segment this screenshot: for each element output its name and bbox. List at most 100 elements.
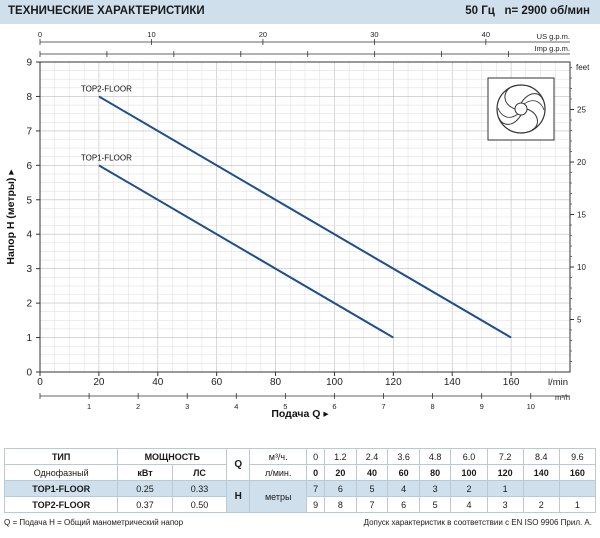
head-cell: 6 [387, 496, 420, 513]
feet-unit-label: feet [576, 63, 590, 72]
y-tick-label: 0 [26, 368, 32, 379]
m3h-cell: 2.4 [355, 448, 389, 465]
series-line-top2-floor [98, 95, 512, 339]
head-cell: 6 [324, 480, 357, 497]
model-name: TOP1-FLOOR [3, 480, 119, 497]
frequency-label: 50 Гц [465, 5, 495, 17]
x-tick-label: 100 [326, 377, 343, 388]
speed-label: n= 2900 об/мин [504, 5, 590, 17]
x-tick-label: 20 [93, 377, 105, 388]
x-unit-label: l/min [548, 377, 568, 388]
m3h-tick-label: 6 [332, 402, 336, 411]
m3h-cell: 3.6 [387, 448, 420, 465]
h-label: H [226, 480, 251, 513]
phase-label: Однофазный [3, 464, 119, 481]
hp-header: ЛС [171, 464, 228, 481]
y-tick-label: 8 [26, 92, 32, 103]
q-label: Q [226, 448, 251, 481]
lmin-cell: 60 [387, 464, 420, 481]
m3h-tick-label: 3 [185, 402, 189, 411]
feet-tick-label: 15 [577, 211, 586, 220]
table-row: TOP2-FLOOR 0.37 0.50 9 8 7 6 5 4 3 2 1 [3, 496, 597, 513]
head-cell [558, 480, 597, 497]
performance-table: ТИП МОЩНОСТЬ Q м³/ч. 0 1.2 2.4 3.6 4.8 6… [3, 448, 597, 513]
m3h-unit-label: m³/h [555, 393, 570, 402]
m3h-tick-label: 1 [87, 402, 91, 411]
m3h-tick-label: 10 [527, 402, 535, 411]
lmin-cell: 20 [324, 464, 357, 481]
head-cell: 2 [450, 480, 488, 497]
y-tick-label: 2 [26, 299, 32, 310]
lmin-cell: 120 [486, 464, 524, 481]
model-kw: 0.37 [117, 496, 173, 513]
footer-legend: Q = Подача H = Общий манометрический нап… [4, 518, 184, 527]
series-line-top1-floor [98, 164, 394, 339]
model-kw: 0.25 [117, 480, 173, 497]
m3h-tick-label: 4 [234, 402, 238, 411]
feet-tick-label: 20 [577, 158, 586, 167]
m3h-cell: 7.2 [486, 448, 524, 465]
model-hp: 0.50 [171, 496, 228, 513]
m3h-cell: 6.0 [450, 448, 488, 465]
m3h-tick-label: 2 [136, 402, 140, 411]
y-tick-label: 6 [26, 161, 32, 172]
head-cell: 3 [418, 480, 452, 497]
feet-tick-label: 25 [577, 106, 586, 115]
m3h-tick-label: 9 [480, 402, 484, 411]
head-cell: 2 [522, 496, 560, 513]
top-axis-unit-label: US g.p.m. [537, 32, 570, 41]
x-tick-label: 140 [444, 377, 461, 388]
col-type-header: ТИП [3, 448, 119, 465]
header-bar: ТЕХНИЧЕСКИЕ ХАРАКТЕРИСТИКИ 50 Гц n= 2900… [0, 0, 600, 24]
feet-tick-label: 5 [577, 316, 582, 325]
top-axis-tick-label: 40 [482, 30, 490, 39]
m3h-tick-label: 5 [283, 402, 287, 411]
series-label-top1-floor: TOP1-FLOOR [81, 153, 132, 162]
x-tick-label: 40 [152, 377, 164, 388]
head-cell: 4 [387, 480, 420, 497]
head-cell [522, 480, 560, 497]
head-cell: 8 [324, 496, 357, 513]
feet-tick-label: 10 [577, 263, 586, 272]
q-unit-m3h: м³/ч. [249, 448, 308, 465]
h-unit: метры [249, 480, 308, 513]
y-tick-label: 5 [26, 195, 32, 206]
m3h-cell: 1.2 [324, 448, 357, 465]
head-cell: 1 [486, 480, 524, 497]
chart-labels: Подача Q ▸ Напор H (метры) ▸ TOP2-FLOOR TOP… [5, 84, 329, 420]
plot-frame [39, 61, 571, 373]
x-axis-title: Подача Q ▸ [271, 408, 329, 420]
x-tick-label: 0 [37, 377, 43, 388]
y-tick-label: 3 [26, 264, 32, 275]
top-axis-tick-label: 20 [259, 30, 267, 39]
x-tick-label: 80 [270, 377, 282, 388]
head-cell: 7 [306, 480, 326, 497]
y-tick-label: 4 [26, 230, 32, 241]
head-cell: 1 [558, 496, 597, 513]
y-tick-label: 9 [26, 58, 32, 69]
y-tick-label: 1 [26, 333, 32, 344]
m3h-cell: 9.6 [558, 448, 597, 465]
lmin-cell: 160 [558, 464, 597, 481]
lmin-cell: 40 [355, 464, 389, 481]
lmin-cell: 0 [306, 464, 326, 481]
m3h-cell: 4.8 [418, 448, 452, 465]
m3h-tick-label: 8 [431, 402, 435, 411]
table-row: TOP1-FLOOR 0.25 0.33 H метры 7 6 5 4 3 2… [3, 480, 597, 513]
model-hp: 0.33 [171, 480, 228, 497]
head-cell: 9 [306, 496, 326, 513]
q-unit-lmin: л/мин. [249, 464, 308, 481]
head-cell: 5 [355, 480, 389, 497]
lmin-cell: 80 [418, 464, 452, 481]
head-cell: 7 [355, 496, 389, 513]
m3h-cell: 8.4 [522, 448, 560, 465]
lmin-cell: 140 [522, 464, 560, 481]
x-tick-label: 60 [211, 377, 223, 388]
page-title: ТЕХНИЧЕСКИЕ ХАРАКТЕРИСТИКИ [8, 5, 205, 17]
head-cell: 4 [450, 496, 488, 513]
top-axis-tick-label: 0 [38, 30, 42, 39]
head-cell: 5 [418, 496, 452, 513]
series-label-top2-floor: TOP2-FLOOR [81, 84, 132, 93]
